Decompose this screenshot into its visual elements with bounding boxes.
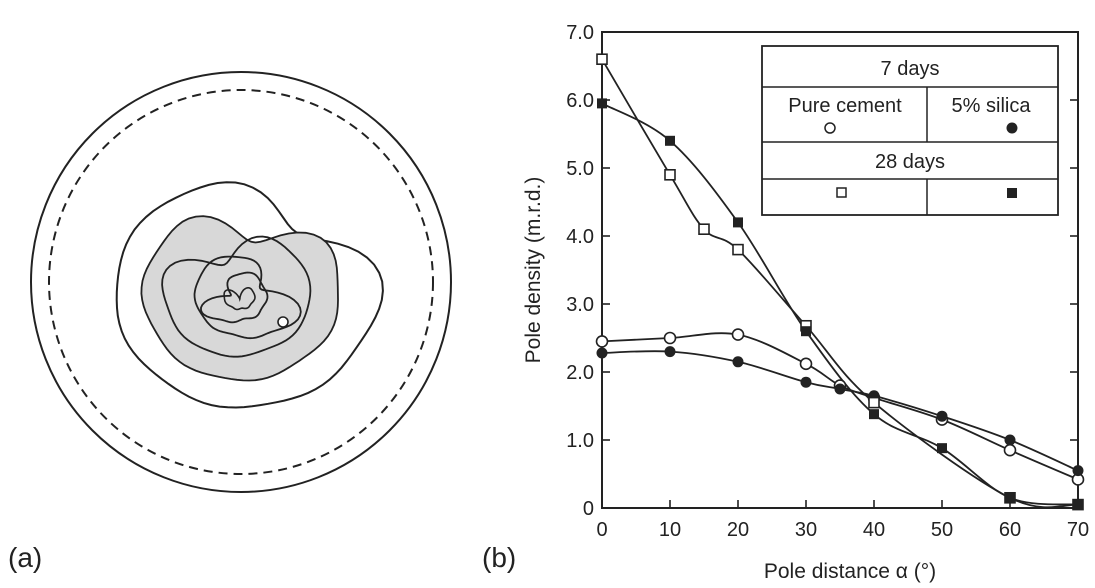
legend-header-7-days: 7 days xyxy=(881,58,940,80)
series-line-s28_silica xyxy=(601,102,1079,506)
data-point-s28_silica xyxy=(1005,492,1015,503)
data-point-s7_silica xyxy=(936,410,948,422)
y-tick-label: 2.0 xyxy=(566,362,594,384)
contour-line xyxy=(223,287,256,311)
data-point-s28_silica xyxy=(869,409,879,420)
pole-figure-dashed-circle xyxy=(48,89,434,475)
y-tick-label: 7.0 xyxy=(566,22,594,44)
data-point-s7_pure xyxy=(595,335,609,348)
x-tick-label: 60 xyxy=(999,519,1021,541)
pole-density-chart: 0 10 20 30 40 50 60 70 0 1.0 2.0 3.0 4.0 5.0 6.0 7.0 Pol… xyxy=(522,22,1089,583)
legend-col-pure-cement: Pure cement xyxy=(788,95,902,117)
x-axis-title: Pole distance α (°) xyxy=(764,560,936,583)
data-point-s7_silica xyxy=(732,356,744,368)
x-tick-label: 10 xyxy=(659,519,681,541)
pole-figure xyxy=(30,71,452,493)
contour-line xyxy=(200,271,269,324)
data-point-s7_silica xyxy=(596,347,608,359)
data-point-s7_pure xyxy=(1003,443,1017,457)
y-tick-label: 0 xyxy=(583,498,594,520)
contour-line xyxy=(161,235,312,358)
legend-open-square-marker xyxy=(836,187,847,198)
data-point-s7_pure xyxy=(731,328,745,341)
x-tick-label: 50 xyxy=(931,519,953,541)
contour-line xyxy=(115,181,384,409)
legend-filled-square-marker xyxy=(1007,188,1017,198)
panel-label-b: (b) xyxy=(482,542,517,573)
y-tick-label: 4.0 xyxy=(566,226,594,248)
y-tick-label: 5.0 xyxy=(566,158,594,180)
data-point-s28_pure xyxy=(596,53,608,66)
y-axis-title: Pole density (m.r.d.) xyxy=(522,177,545,364)
chart-axes: 0 10 20 30 40 50 60 70 0 1.0 2.0 3.0 4.0 5.0 6.0 7.0 Pol… xyxy=(522,22,1089,583)
plot-frame xyxy=(601,31,1079,509)
y-tick-label: 1.0 xyxy=(566,430,594,452)
contour-small-loop xyxy=(277,316,289,328)
x-tick-label: 20 xyxy=(727,519,749,541)
data-point-s7_pure xyxy=(663,331,677,345)
data-point-s28_silica xyxy=(801,326,811,337)
data-point-s7_silica xyxy=(664,346,676,358)
panel-label-a: (a) xyxy=(8,542,43,573)
legend-open-circle-marker xyxy=(824,122,836,134)
pole-figure-outer-circle xyxy=(30,71,452,493)
x-tick-label: 0 xyxy=(596,519,607,541)
contour-line xyxy=(193,255,302,340)
y-tick-label: 3.0 xyxy=(566,294,594,316)
y-tick-label: 6.0 xyxy=(566,90,594,112)
data-point-s7_silica xyxy=(1004,434,1016,446)
x-tick-label: 70 xyxy=(1067,519,1089,541)
legend-header-28-days: 28 days xyxy=(875,151,945,173)
data-point-s28_silica xyxy=(937,443,947,454)
data-point-s28_pure xyxy=(698,223,710,235)
legend-col-silica: 5% silica xyxy=(952,95,1032,117)
data-point-s7_silica xyxy=(834,383,846,395)
data-point-s28_silica xyxy=(665,135,675,146)
data-point-s7_silica xyxy=(1072,465,1084,477)
pole-figure-contours xyxy=(115,181,384,409)
data-point-s7_pure xyxy=(799,357,813,371)
x-tick-label: 30 xyxy=(795,519,817,541)
data-point-s28_pure xyxy=(868,396,880,409)
chart-markers xyxy=(595,53,1085,511)
data-point-s28_pure xyxy=(664,169,676,181)
legend: 7 days Pure cement 5% silica 28 days xyxy=(761,45,1059,216)
legend-filled-circle-marker xyxy=(1006,122,1018,134)
data-point-s28_silica xyxy=(733,217,743,228)
data-point-s28_pure xyxy=(732,243,744,256)
data-point-s28_silica xyxy=(597,98,607,109)
data-point-s7_silica xyxy=(800,376,812,388)
x-tick-label: 40 xyxy=(863,519,885,541)
data-point-s28_silica xyxy=(1073,499,1083,510)
